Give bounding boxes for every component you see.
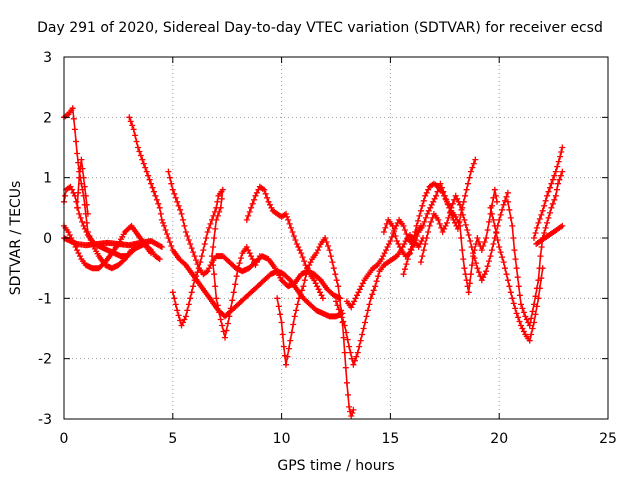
- plus-markers: [487, 204, 546, 344]
- plus-markers: [274, 235, 357, 419]
- plus-markers: [417, 189, 511, 284]
- series-prn-r: [533, 222, 566, 247]
- y-tick-label: 3: [43, 50, 52, 66]
- y-tick-label: 0: [43, 231, 52, 247]
- x-tick-label: 25: [599, 431, 617, 447]
- series-prn-p: [487, 204, 546, 344]
- series-trace: [533, 147, 564, 239]
- y-axis-label: SDTVAR / TECUs: [8, 181, 24, 296]
- x-tick-label: 20: [490, 431, 508, 447]
- series-prn-m: [380, 156, 479, 260]
- axis-ticks: 0 5 10 15 20 25 -3 -2 -1 0 1 2 3: [38, 50, 617, 447]
- plus-markers: [165, 168, 344, 302]
- series-prn-q: [504, 168, 566, 329]
- plus-markers: [126, 114, 346, 320]
- series-prn-e: [74, 156, 91, 217]
- x-tick-label: 0: [60, 431, 69, 447]
- data-series-layer: [61, 105, 566, 419]
- x-tick-label: 10: [273, 431, 291, 447]
- plus-markers: [74, 156, 91, 217]
- x-tick-label: 15: [381, 431, 399, 447]
- series-prn-g: [165, 168, 344, 302]
- series-prn-f: [126, 114, 346, 320]
- series-trace: [383, 159, 477, 258]
- x-tick-label: 5: [168, 431, 177, 447]
- series-prn-o: [417, 189, 511, 284]
- plus-markers: [169, 186, 263, 341]
- series-trace: [346, 218, 422, 309]
- plus-markers: [400, 180, 500, 296]
- plus-markers: [533, 222, 566, 247]
- series-prn-s: [531, 144, 566, 241]
- y-tick-label: -1: [38, 291, 52, 307]
- plus-markers: [504, 168, 566, 329]
- plus-markers: [531, 144, 566, 241]
- x-axis-label: GPS time / hours: [277, 458, 394, 474]
- y-tick-label: -2: [38, 352, 52, 368]
- chart-title: Day 291 of 2020, Sidereal Day-to-day VTE…: [37, 20, 603, 36]
- grid-lines: [64, 57, 608, 419]
- y-tick-label: 1: [43, 171, 52, 187]
- series-trace: [402, 182, 498, 293]
- y-tick-label: -3: [38, 412, 52, 428]
- plus-markers: [380, 156, 479, 260]
- y-tick-label: 2: [43, 110, 52, 126]
- series-prn-j: [274, 235, 357, 419]
- series-prn-n: [400, 180, 500, 296]
- series-trace: [276, 236, 355, 419]
- series-trace: [507, 171, 564, 328]
- series-prn-h: [169, 186, 263, 341]
